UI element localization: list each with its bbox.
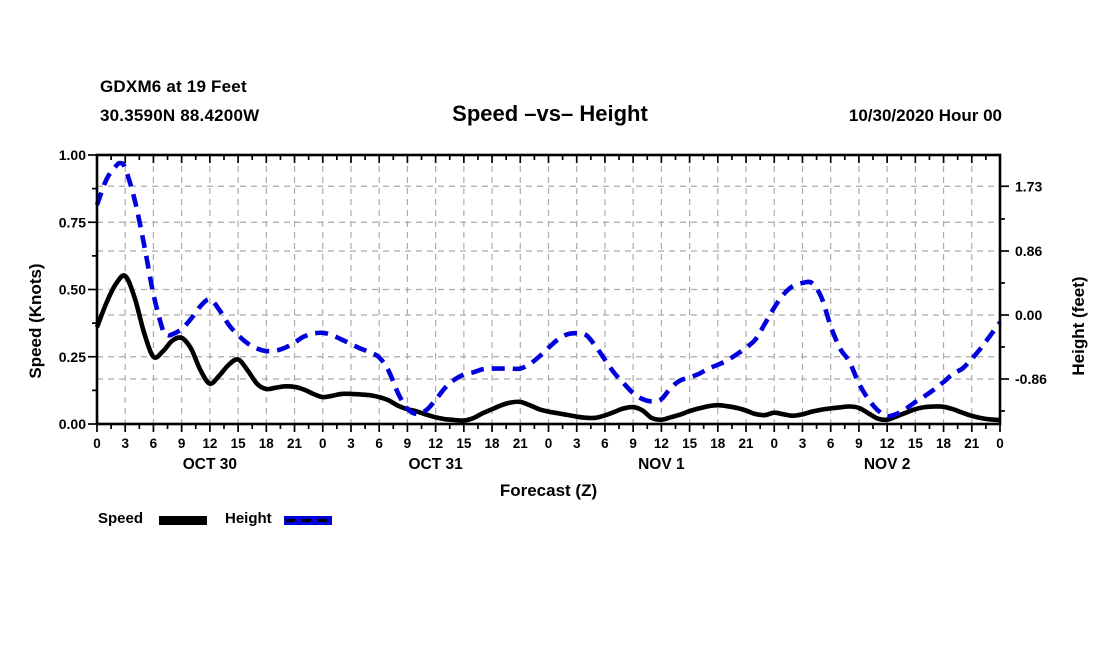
x-tick-label: 15	[682, 436, 698, 451]
station-coordinates: 30.3590N 88.4200W	[100, 106, 260, 125]
x-tick-label: 21	[964, 436, 980, 451]
x-tick-label: 21	[513, 436, 529, 451]
speed-swatch-bar	[159, 516, 207, 525]
x-tick-label: 15	[456, 436, 472, 451]
x-tick-label: 3	[347, 436, 355, 451]
x-tick-label: 18	[485, 436, 501, 451]
x-tick-label: 6	[375, 436, 383, 451]
height-line	[94, 160, 1002, 419]
height-line-swatch	[284, 516, 332, 525]
left-tick-label: 0.50	[59, 282, 86, 298]
x-tick-label: 6	[150, 436, 158, 451]
x-tick-label: 9	[629, 436, 637, 451]
x-tick-label: 18	[259, 436, 275, 451]
x-tick-label: 18	[710, 436, 726, 451]
day-label: OCT 31	[408, 456, 463, 473]
x-tick-label: 0	[319, 436, 327, 451]
left-axis-title: Speed (Knots)	[26, 263, 45, 379]
x-tick-label: 18	[936, 436, 952, 451]
axis-ticks	[88, 154, 1009, 432]
x-tick-label: 9	[178, 436, 186, 451]
x-tick-label: 0	[770, 436, 778, 451]
x-tick-label: 15	[908, 436, 924, 451]
right-tick-label: 0.86	[1015, 243, 1042, 259]
speed-line	[94, 273, 1001, 423]
x-tick-label: 3	[799, 436, 807, 451]
x-tick-label: 15	[231, 436, 247, 451]
station-name: GDXM6 at 19 Feet	[100, 77, 247, 96]
page-title: Speed –vs– Height	[452, 101, 648, 126]
forecast-datetime: 10/30/2020 Hour 00	[848, 106, 1002, 125]
x-tick-label: 6	[827, 436, 835, 451]
right-tick-label: 0.00	[1015, 307, 1042, 323]
x-tick-label: 3	[573, 436, 581, 451]
day-label: NOV 1	[638, 456, 685, 473]
right-tick-label: -0.86	[1015, 371, 1047, 387]
left-tick-label: 0.25	[59, 349, 86, 365]
x-tick-label: 9	[855, 436, 863, 451]
right-tick-label: 1.73	[1015, 178, 1042, 194]
speed-line-swatch	[159, 516, 207, 525]
x-tick-label: 0	[545, 436, 553, 451]
grid-lines	[97, 155, 1000, 424]
x-tick-label: 12	[428, 436, 443, 451]
x-tick-label: 21	[739, 436, 755, 451]
x-tick-label: 3	[121, 436, 129, 451]
day-label: NOV 2	[864, 456, 911, 473]
right-axis-title: Height (feet)	[1069, 276, 1088, 376]
x-axis-title: Forecast (Z)	[499, 481, 598, 500]
x-tick-label: 12	[654, 436, 669, 451]
x-tick-label: 6	[601, 436, 609, 451]
x-tick-label: 12	[202, 436, 217, 451]
legend-height-label: Height	[225, 510, 272, 527]
x-tick-label: 0	[93, 436, 101, 451]
x-tick-label: 0	[996, 436, 1004, 451]
x-tick-label: 12	[880, 436, 895, 451]
x-tick-label: 9	[404, 436, 412, 451]
left-tick-label: 1.00	[59, 147, 86, 163]
x-tick-label: 21	[287, 436, 303, 451]
left-tick-label: 0.75	[59, 214, 86, 230]
legend-speed-label: Speed	[98, 510, 144, 527]
day-label: OCT 30	[183, 456, 237, 473]
left-tick-label: 0.00	[59, 416, 86, 432]
